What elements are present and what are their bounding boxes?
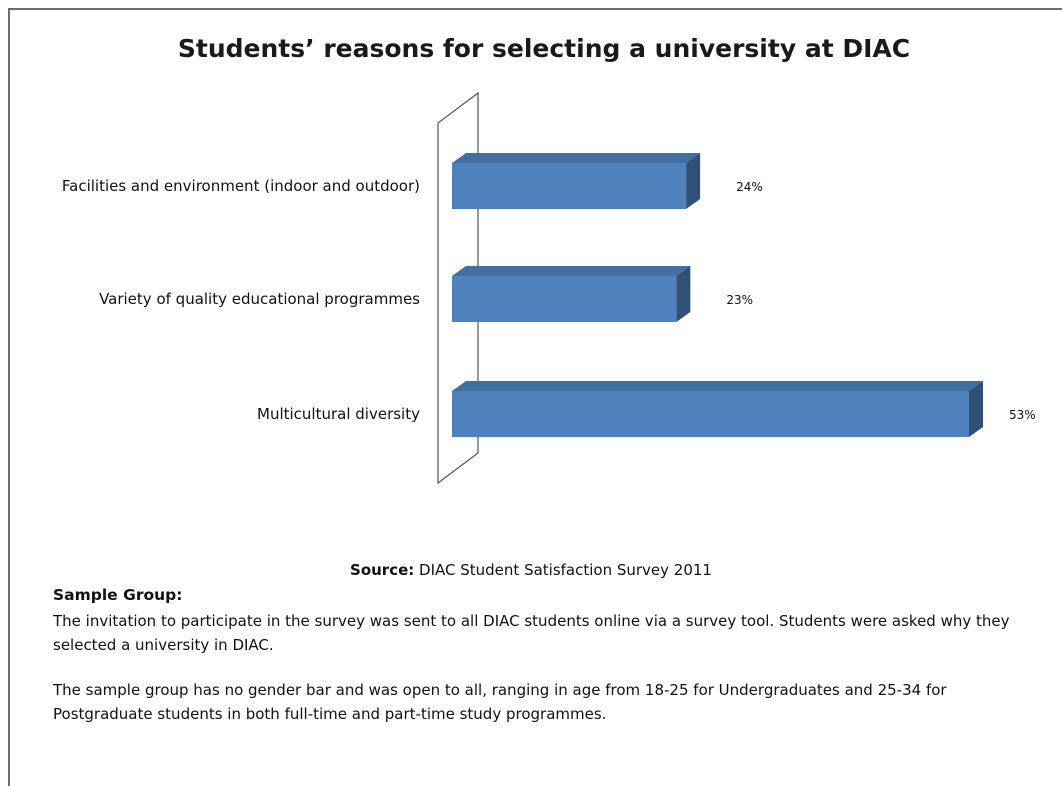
bar-top-face [452,153,701,163]
value-label: 53% [1009,408,1036,422]
sample-group-paragraph-2: The sample group has no gender bar and w… [53,681,947,723]
value-label: 24% [736,180,763,194]
bar [452,391,969,437]
sample-group-paragraph-1: The invitation to participate in the sur… [53,612,1010,654]
value-label: 23% [726,293,753,307]
bar-top-face [452,266,691,276]
source-line: Source: DIAC Student Satisfaction Survey… [0,561,1062,579]
bars-group: Facilities and environment (indoor and o… [62,153,1036,437]
category-label: Multicultural diversity [257,405,420,423]
category-label: Variety of quality educational programme… [99,290,420,308]
bar-top-face [452,381,983,391]
category-label: Facilities and environment (indoor and o… [62,177,420,195]
bar [452,276,677,322]
source-text: DIAC Student Satisfaction Survey 2011 [414,561,712,579]
axis-wall [437,91,479,485]
sample-group-heading: Sample Group: [53,586,183,604]
bar-side-face [676,266,691,322]
bar-side-face [969,381,983,437]
bar-side-face [686,153,701,209]
bar [452,163,687,209]
chart-title: Students’ reasons for selecting a univer… [178,34,910,63]
figure-frame [8,8,1062,786]
source-label: Source: [350,561,415,579]
